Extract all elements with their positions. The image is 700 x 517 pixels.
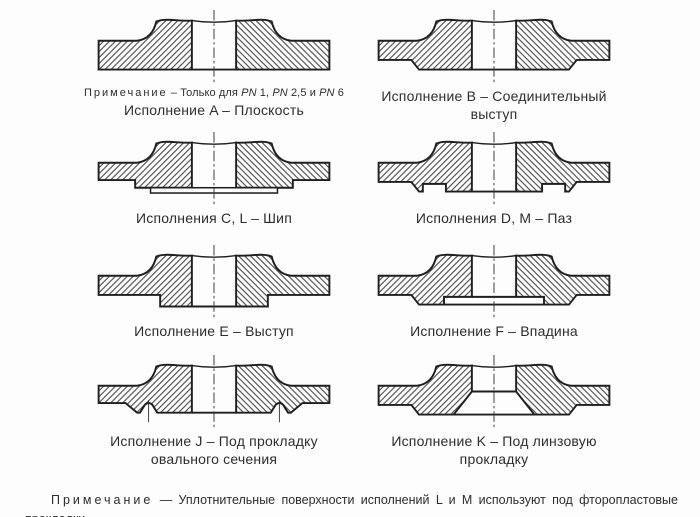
figure-b: Исполнение B – Соединительный выступ	[364, 8, 624, 130]
caption-k-line1: Исполнение K – Под линзовую	[391, 433, 597, 449]
figure-e: Исполнение E – Выступ	[84, 243, 344, 353]
caption-j: Исполнение J – Под прокладку овального с…	[110, 433, 318, 469]
flange-section-k-drawing	[377, 354, 611, 429]
caption-f: Исполнение F – Впадина	[410, 323, 578, 339]
caption-a: Исполнение A – Плоскость	[124, 102, 304, 118]
fig-a-note-text: – Только для PN 1, PN 2,5 и PN 6	[167, 87, 344, 99]
caption-dm: Исполнения D, M – Паз	[415, 210, 573, 226]
flange-section-j-drawing	[97, 354, 331, 429]
flange-section-cl-drawing	[97, 131, 331, 206]
footnote-label: Примечание	[51, 493, 154, 507]
caption-cl: Исполнения C, L – Шип	[136, 210, 292, 226]
flange-section-b-drawing	[377, 9, 611, 84]
figure-k: Исполнение K – Под линзовую прокладку	[364, 353, 624, 481]
caption-j-line1: Исполнение J – Под прокладку	[110, 433, 318, 449]
caption-j-line2: овального сечения	[150, 450, 278, 467]
caption-k-line2: прокладку	[459, 450, 529, 467]
figure-j: Исполнение J – Под прокладку овального с…	[84, 353, 344, 481]
fig-a-note: Примечание – Только для PN 1, PN 2,5 и P…	[84, 87, 344, 99]
figure-cl: Исполнения C, L – Шип	[84, 130, 344, 243]
figure-dm: Исполнения D, M – Паз	[364, 130, 624, 243]
figure-grid: Примечание – Только для PN 1, PN 2,5 и P…	[84, 8, 624, 481]
figure-f: Исполнение F – Впадина	[364, 243, 624, 353]
caption-b: Исполнение B – Соединительный выступ	[381, 88, 607, 122]
caption-e: Исполнение E – Выступ	[134, 323, 294, 339]
flange-section-e-drawing	[97, 244, 331, 319]
flange-section-f-drawing	[377, 244, 611, 319]
figure-a: Примечание – Только для PN 1, PN 2,5 и P…	[84, 8, 344, 130]
footnote-text: — Уплотнительные поверхности исполнений …	[25, 493, 678, 517]
footnote: Примечание — Уплотнительные поверхности …	[25, 491, 678, 517]
caption-k: Исполнение K – Под линзовую прокладку	[391, 433, 596, 469]
flange-section-dm-drawing	[377, 131, 611, 206]
flange-section-a-drawing	[97, 9, 331, 84]
fig-a-note-label: Примечание	[84, 87, 168, 99]
